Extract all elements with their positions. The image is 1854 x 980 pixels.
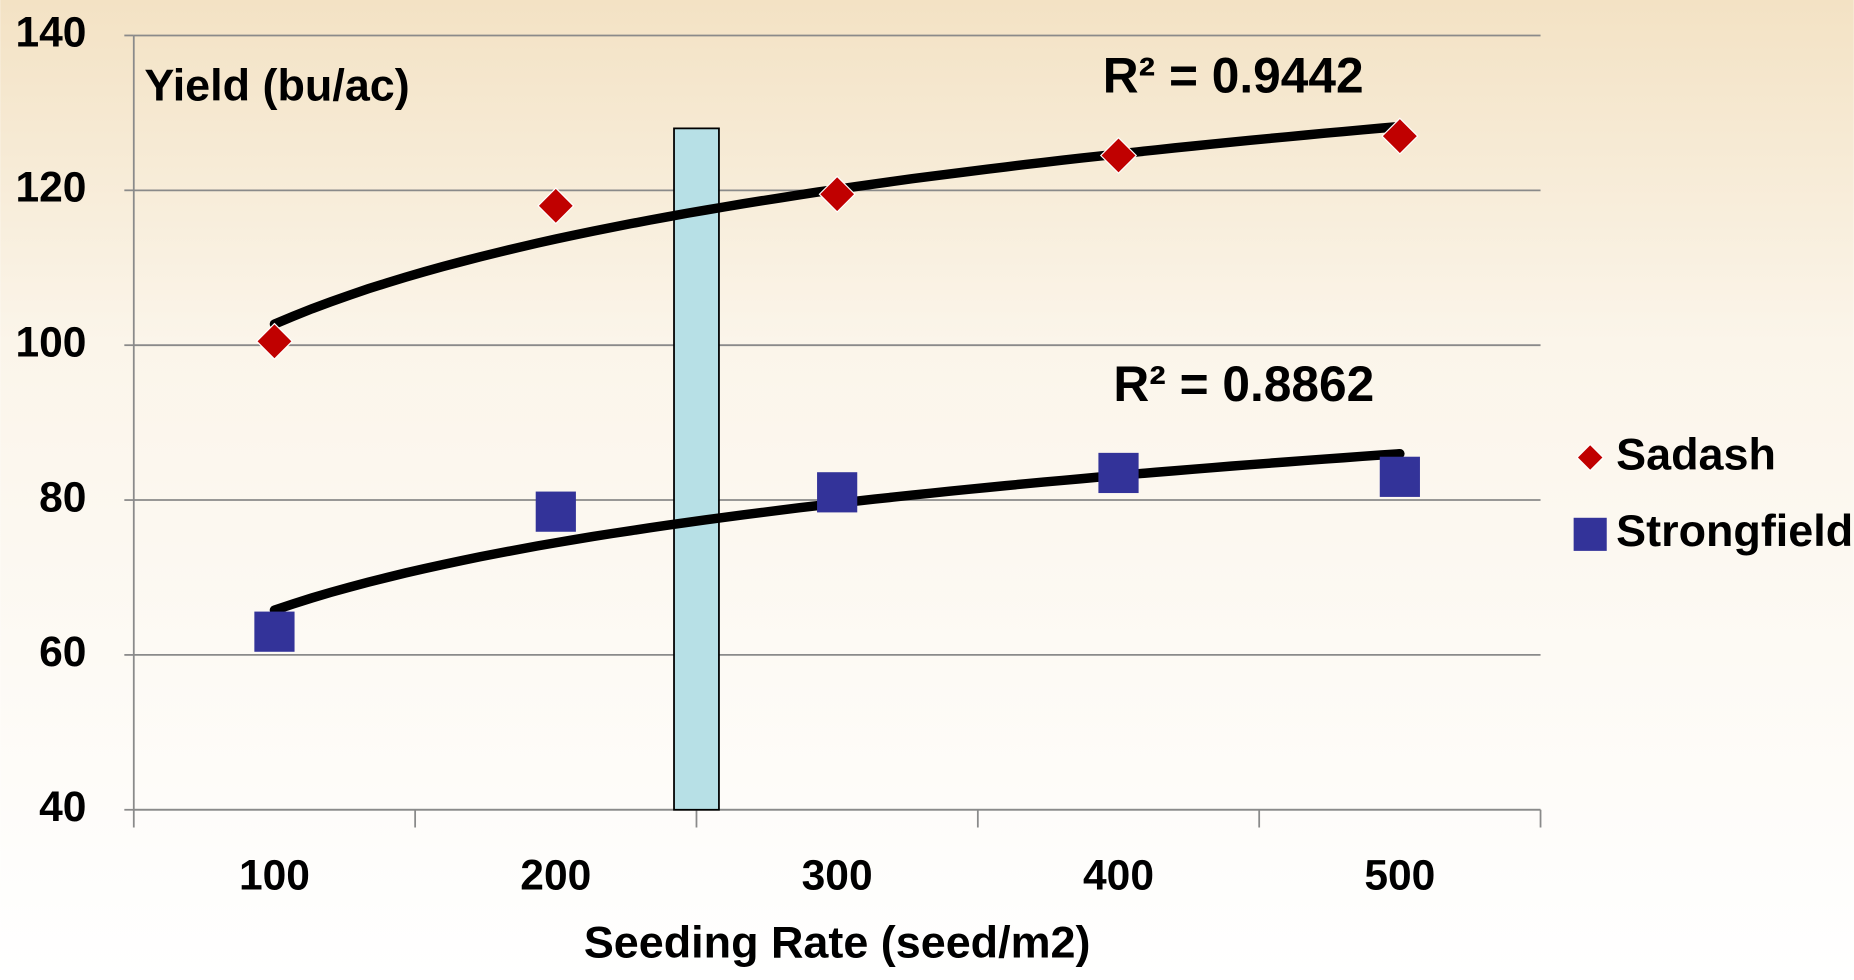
data-point	[254, 611, 295, 652]
legend-label: Sadash	[1616, 428, 1776, 479]
data-point	[255, 322, 294, 360]
x-tick-label: 500	[1364, 852, 1435, 900]
data-point	[535, 491, 576, 532]
data-point	[817, 472, 858, 513]
y-tick-label: 100	[15, 318, 86, 366]
y-tick-label: 60	[39, 628, 86, 676]
y-axis-label: Yield (bu/ac)	[144, 60, 409, 111]
y-tick-label: 40	[39, 783, 86, 831]
trendline-label: R² = 0.9442	[1103, 47, 1364, 103]
data-point	[1098, 452, 1139, 494]
y-tick-label: 120	[15, 164, 86, 212]
legend-marker	[1573, 517, 1607, 551]
data-point	[1099, 136, 1138, 175]
trendline-label: R² = 0.8862	[1113, 356, 1374, 412]
data-point	[1379, 456, 1420, 497]
y-tick-label: 140	[15, 9, 86, 57]
x-axis-label: Seeding Rate (seed/m2)	[584, 917, 1091, 968]
x-tick-label: 200	[520, 852, 591, 900]
data-point	[1381, 117, 1419, 155]
legend-label: Strongfield	[1616, 505, 1853, 556]
x-tick-label: 400	[1083, 852, 1154, 900]
data-point	[818, 175, 856, 213]
legend-marker	[1576, 443, 1605, 472]
x-tick-label: 300	[802, 852, 873, 900]
y-tick-label: 80	[39, 473, 86, 521]
reference-bar	[673, 127, 720, 811]
data-point	[537, 187, 575, 225]
x-tick-label: 100	[239, 852, 310, 900]
